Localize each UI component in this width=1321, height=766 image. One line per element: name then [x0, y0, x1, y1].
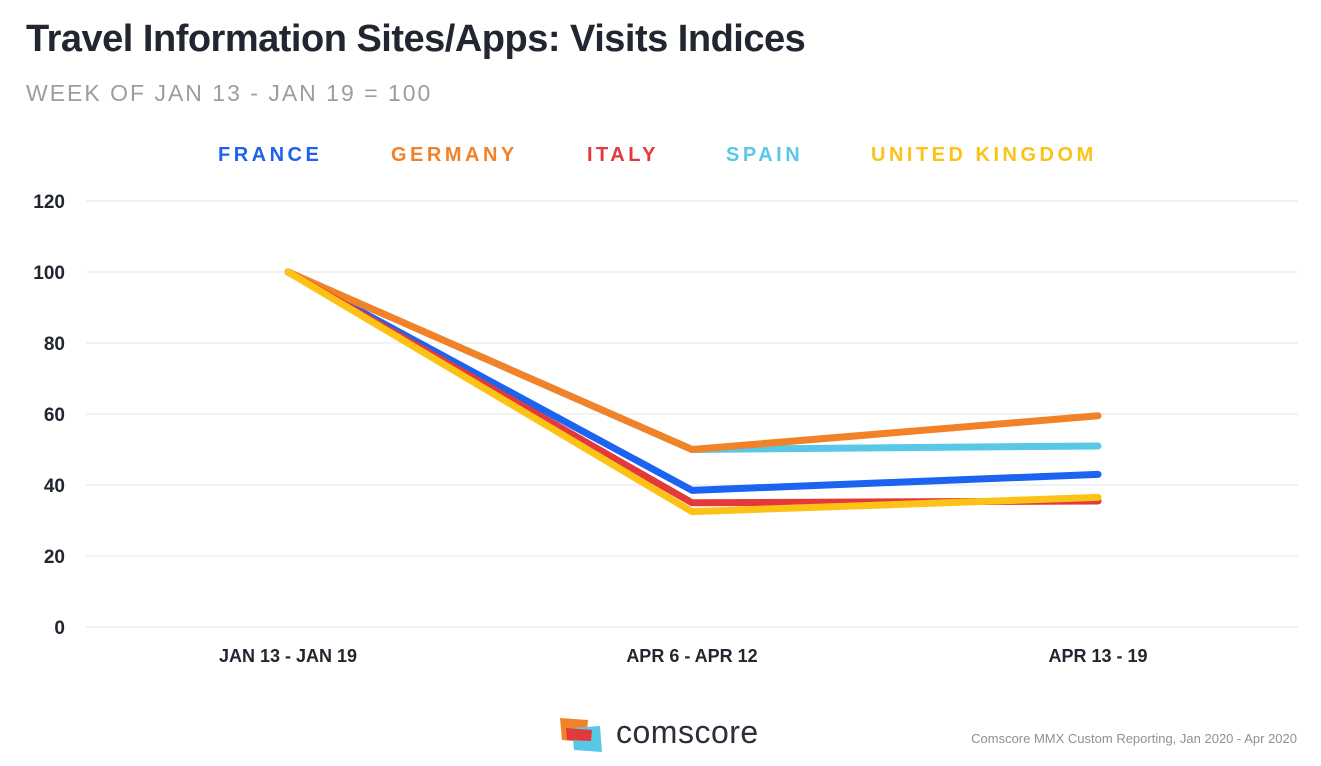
legend-item-germany: GERMANY [391, 144, 518, 166]
legend: FRANCE GERMANY ITALY SPAIN UNITED KINGDO… [0, 144, 1321, 172]
series-line-italy [284, 268, 1102, 507]
x-tick-label: JAN 13 - JAN 19 [219, 646, 357, 666]
y-tick-label: 40 [44, 476, 65, 497]
legend-item-italy: ITALY [587, 144, 659, 166]
legend-item-spain: SPAIN [726, 144, 804, 166]
y-tick-label: 80 [44, 334, 65, 355]
x-tick-label: APR 13 - 19 [1048, 646, 1147, 666]
series-line-germany [284, 268, 1102, 453]
source-note: Comscore MMX Custom Reporting, Jan 2020 … [971, 731, 1297, 746]
grid-lines [86, 200, 1298, 628]
series-line-united-kingdom [284, 268, 1102, 516]
series-lines [284, 268, 1102, 516]
comscore-brand: comscore [616, 714, 759, 750]
comscore-logo-icon [560, 718, 602, 752]
y-tick-label: 0 [54, 618, 65, 639]
legend-item-france: FRANCE [218, 144, 323, 166]
y-tick-label: 120 [33, 192, 65, 213]
line-chart: 0 20 40 60 80 100 120 JAN 13 - JAN 19 APR 6 - A… [33, 192, 1298, 666]
series-line-france [284, 268, 1102, 494]
y-tick-label: 20 [44, 547, 65, 568]
x-tick-label: APR 6 - APR 12 [626, 646, 757, 666]
y-tick-label: 60 [44, 405, 65, 426]
chart-title: Travel Information Sites/Apps: Visits In… [26, 18, 806, 60]
legend-item-united-kingdom: UNITED KINGDOM [871, 144, 1097, 166]
chart-subtitle: WEEK OF JAN 13 - JAN 19 = 100 [26, 80, 433, 106]
y-tick-label: 100 [33, 263, 65, 284]
x-axis: JAN 13 - JAN 19 APR 6 - APR 12 APR 13 - 19 [219, 646, 1148, 666]
y-axis: 0 20 40 60 80 100 120 [33, 192, 65, 639]
